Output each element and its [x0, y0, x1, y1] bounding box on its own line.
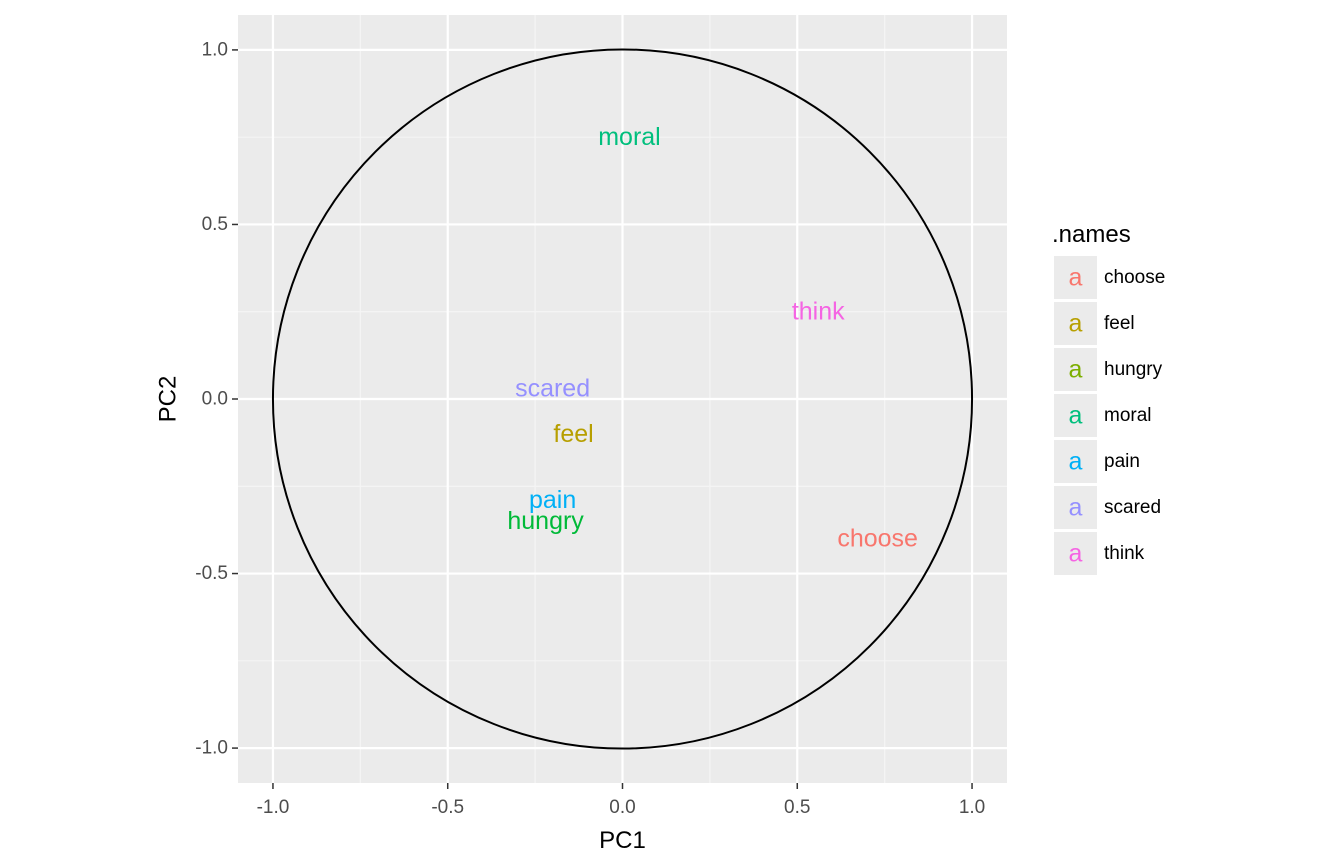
point-label-moral: moral: [598, 123, 661, 151]
point-label-hungry: hungry: [507, 507, 584, 535]
legend-key-glyph: a: [1069, 494, 1083, 522]
point-label-pain: pain: [529, 486, 576, 514]
legend-key-hungry: [1054, 348, 1097, 391]
point-label-scared: scared: [515, 375, 590, 403]
legend-key-glyph: a: [1069, 402, 1083, 430]
legend-key-glyph: a: [1069, 540, 1083, 568]
legend-label-feel: feel: [1104, 313, 1135, 334]
y-tick-label: -0.5: [195, 563, 228, 584]
legend-label-think: think: [1104, 543, 1145, 564]
point-label-think: think: [792, 298, 845, 326]
x-tick-label: 0.0: [609, 797, 635, 818]
legend-label-pain: pain: [1104, 451, 1140, 472]
y-axis: -1.0 -0.5 0.0 0.5 1.0: [195, 39, 238, 759]
legend-key-glyph: a: [1069, 264, 1083, 292]
legend-key-think: [1054, 532, 1097, 575]
legend-key-glyph: a: [1069, 356, 1083, 384]
legend-label-scared: scared: [1104, 497, 1161, 518]
x-axis-title: PC1: [599, 827, 646, 854]
unit-circle: [271, 48, 974, 750]
x-tick-label: 1.0: [959, 797, 985, 818]
legend-key-choose: [1054, 256, 1097, 299]
legend-label-choose: choose: [1104, 267, 1165, 288]
y-axis-title: PC2: [155, 376, 182, 423]
point-label-choose: choose: [837, 525, 918, 553]
y-tick-label: 1.0: [202, 39, 228, 60]
legend-key-feel: [1054, 302, 1097, 345]
legend-key-glyph: a: [1069, 310, 1083, 338]
legend-key-pain: [1054, 440, 1097, 483]
legend-label-moral: moral: [1104, 405, 1152, 426]
legend-title: .names: [1052, 221, 1131, 248]
x-tick-label: -0.5: [431, 797, 464, 818]
y-tick-label: 0.0: [202, 389, 228, 410]
legend-key-glyph: a: [1069, 448, 1083, 476]
legend-key-moral: [1054, 394, 1097, 437]
point-labels: choose feel hungry moral pain scared think: [507, 123, 918, 552]
x-tick-label: -1.0: [257, 797, 290, 818]
y-tick-label: -1.0: [195, 738, 228, 759]
point-label-feel: feel: [553, 420, 593, 448]
x-tick-label: 0.5: [784, 797, 810, 818]
x-axis: -1.0 -0.5 0.0 0.5 1.0: [257, 783, 985, 818]
legend-key-scared: [1054, 486, 1097, 529]
legend-label-hungry: hungry: [1104, 359, 1163, 380]
y-tick-label: 0.5: [202, 214, 228, 235]
